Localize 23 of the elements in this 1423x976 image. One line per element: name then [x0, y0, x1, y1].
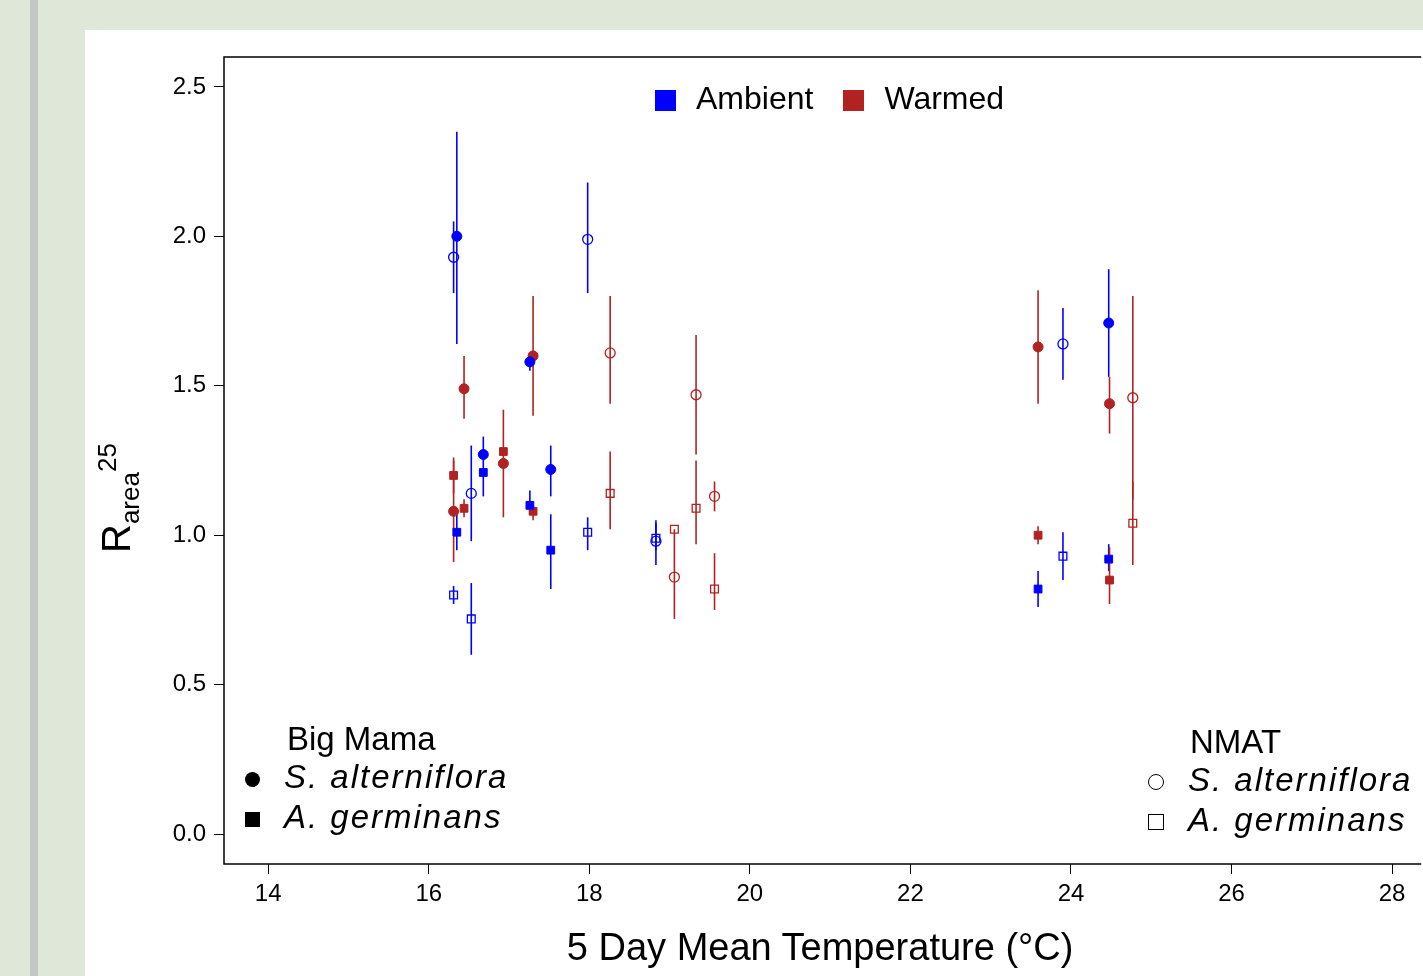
annotation: NMAT	[1190, 723, 1282, 761]
x-tick-label: 26	[1218, 879, 1245, 907]
x-tick-label: 22	[897, 879, 924, 907]
annotation: S. alterniflora	[1188, 761, 1413, 798]
y-tick-label: 1.0	[172, 519, 206, 547]
annotation: S. alterniflora	[284, 758, 509, 795]
x-tick-label: 24	[1057, 879, 1085, 907]
annotation: Warmed	[884, 80, 1005, 116]
y-tick-label: 1.5	[172, 370, 206, 398]
x-tick-label: 28	[1378, 879, 1406, 907]
x-tick-label: 14	[254, 879, 282, 907]
x-axis-title: 5 Day Mean Temperature (°C)	[566, 925, 1074, 968]
annotation: A. germinans	[284, 798, 503, 835]
x-tick-label: 16	[415, 879, 443, 907]
x-tick-label: 20	[736, 879, 764, 907]
annotation: Big Mama	[287, 720, 436, 758]
x-tick-label: 18	[575, 879, 603, 907]
annotation: A. germinans	[1188, 801, 1407, 838]
y-tick-label: 2.0	[172, 220, 206, 248]
y-tick-label: 2.5	[172, 71, 206, 99]
y-tick-label: 0.0	[172, 818, 206, 846]
y-tick-label: 0.5	[172, 669, 206, 697]
annotation: Ambient	[696, 80, 814, 116]
